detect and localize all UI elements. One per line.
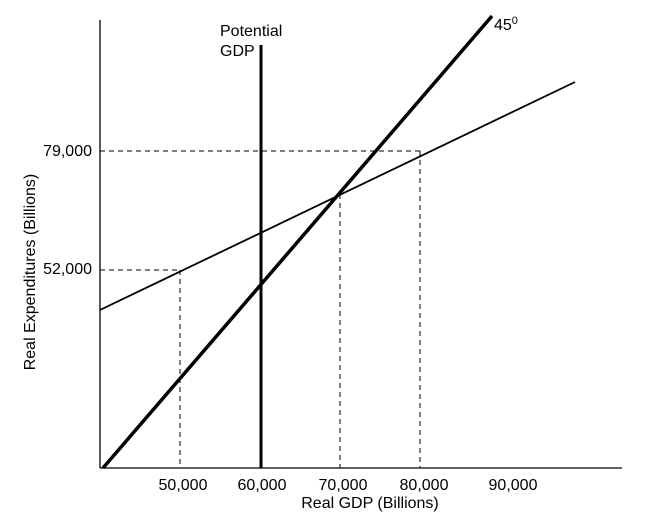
guides: [100, 150, 421, 468]
line-label-sup: 0: [512, 15, 518, 27]
potential-label: Potential: [220, 23, 282, 40]
y-tick-label: 52,000: [43, 261, 92, 278]
forty-five-line: [101, 14, 494, 470]
x-axis-title: Real GDP (Billions): [301, 495, 439, 512]
potential-label: GDP: [220, 43, 255, 60]
y-axis-title: Real Expenditures (Billions): [22, 174, 39, 371]
x-tick-label: 50,000: [159, 477, 208, 494]
x-tick-label: 60,000: [238, 477, 287, 494]
y-tick-label: 79,000: [43, 143, 92, 160]
x-tick-label: 80,000: [400, 477, 449, 494]
line-label-base: 45: [494, 17, 512, 34]
line-label: 450: [494, 15, 518, 34]
x-tick-label: 70,000: [319, 477, 368, 494]
x-tick-label: 90,000: [489, 477, 538, 494]
